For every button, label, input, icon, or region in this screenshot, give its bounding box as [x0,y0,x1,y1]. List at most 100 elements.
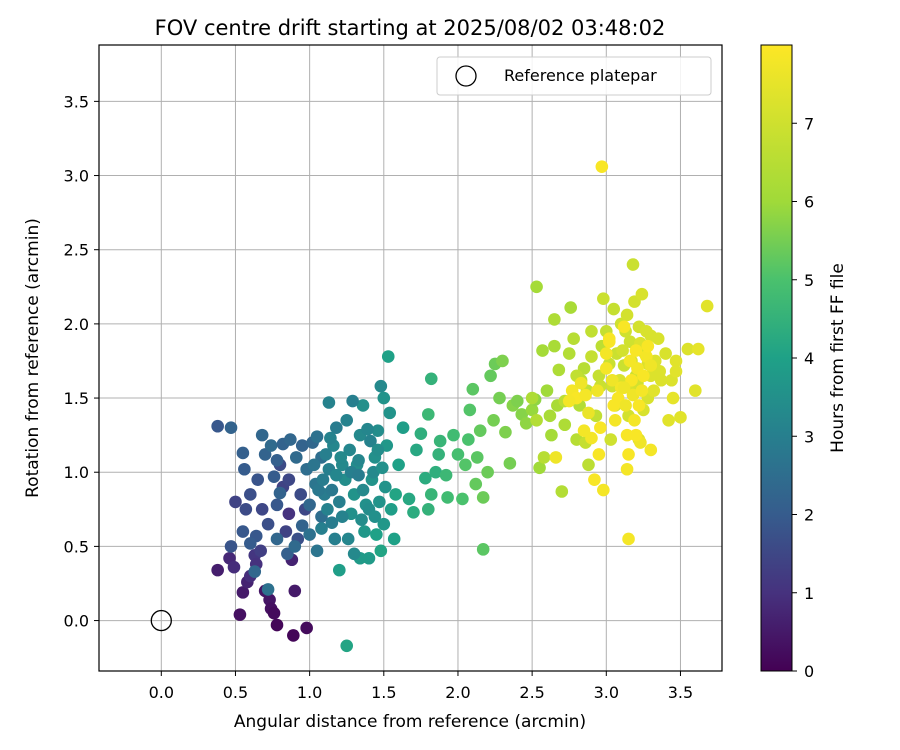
reference-marker [150,609,172,632]
plot-frame [98,44,723,672]
data-point [295,439,309,452]
data-point [270,532,284,546]
data-point [294,488,308,501]
data-point [463,403,477,417]
data-point [666,391,680,405]
colorbar: 0 1 2 3 4 5 6 7 Hours from first FF file [760,44,848,681]
data-point [248,565,262,578]
data-point [555,485,569,498]
data-point [629,428,643,442]
data-point [273,486,287,500]
data-point [597,483,610,497]
data-point [548,313,561,326]
x-tick-label: 1.0 [297,683,322,702]
data-point [562,347,576,360]
data-point [441,491,454,504]
colorbar-label: Hours from first FF file [828,263,848,453]
data-point [236,586,250,599]
data-point [361,422,374,436]
data-point [322,396,336,409]
x-tick-label: 2.5 [519,683,544,702]
colorbar-tick-label: 0 [804,662,814,681]
data-point [700,299,714,313]
data-point [620,462,634,476]
data-point [270,618,284,632]
data-point [537,451,551,464]
data-point [632,399,646,412]
colorbar-tick-label: 2 [804,506,814,525]
y-tick-label: 0.0 [64,612,89,631]
data-point [373,495,386,509]
data-point [370,528,383,541]
data-point [635,384,649,397]
data-point [340,639,354,653]
data-point [496,354,509,368]
data-point [270,498,284,512]
data-point [419,471,432,485]
data-point [402,492,416,506]
data-point [364,434,377,448]
data-point [466,382,480,396]
x-tick-label: 3.0 [594,683,619,702]
data-point [456,492,469,506]
data-point [352,468,365,482]
data-point [340,414,354,427]
data-point [543,409,557,423]
data-point [552,363,566,377]
data-point [476,543,490,556]
data-point [333,495,346,509]
data-point [644,359,658,372]
data-point [548,339,561,353]
colorbar-tick-label: 1 [804,584,814,603]
data-point [530,414,543,427]
data-point [422,503,435,516]
data-point [392,458,405,472]
x-axis-label: Angular distance from reference (arcmin) [234,712,586,732]
data-point [324,431,337,445]
data-point [574,376,588,390]
data-point [487,414,500,427]
data-point [582,406,595,420]
data-point [264,439,278,452]
legend: Reference platepar [436,56,712,96]
data-point [579,388,592,402]
y-tick-label: 3.0 [64,167,89,186]
data-point [258,448,272,461]
data-point [493,391,506,405]
data-point [279,525,293,538]
data-point [282,473,296,486]
data-point [429,465,443,479]
data-point [432,448,445,461]
data-point [620,428,634,442]
data-point [347,547,361,561]
data-point [470,451,484,464]
data-point [244,537,257,550]
data-point [287,629,300,642]
data-point [371,443,385,457]
data-point [374,379,388,393]
grid-lines [99,45,722,671]
data-point [595,160,609,173]
data-point [224,421,238,435]
data-point [368,510,382,524]
data-point [233,608,247,621]
data-point [424,372,438,386]
y-tick-label: 0.5 [64,537,89,556]
data-point [617,320,631,334]
data-point [321,503,334,516]
data-point [371,424,385,437]
data-point [211,563,224,577]
data-point [310,544,324,558]
data-point [644,443,658,457]
data-point [316,473,330,486]
data-point [255,428,269,442]
legend-label: Reference platepar [504,66,657,85]
data-point [267,470,281,483]
data-point [607,399,621,412]
data-point [358,525,371,538]
data-point [577,424,591,437]
data-point [640,324,653,338]
x-tick-label: 3.5 [668,683,693,702]
